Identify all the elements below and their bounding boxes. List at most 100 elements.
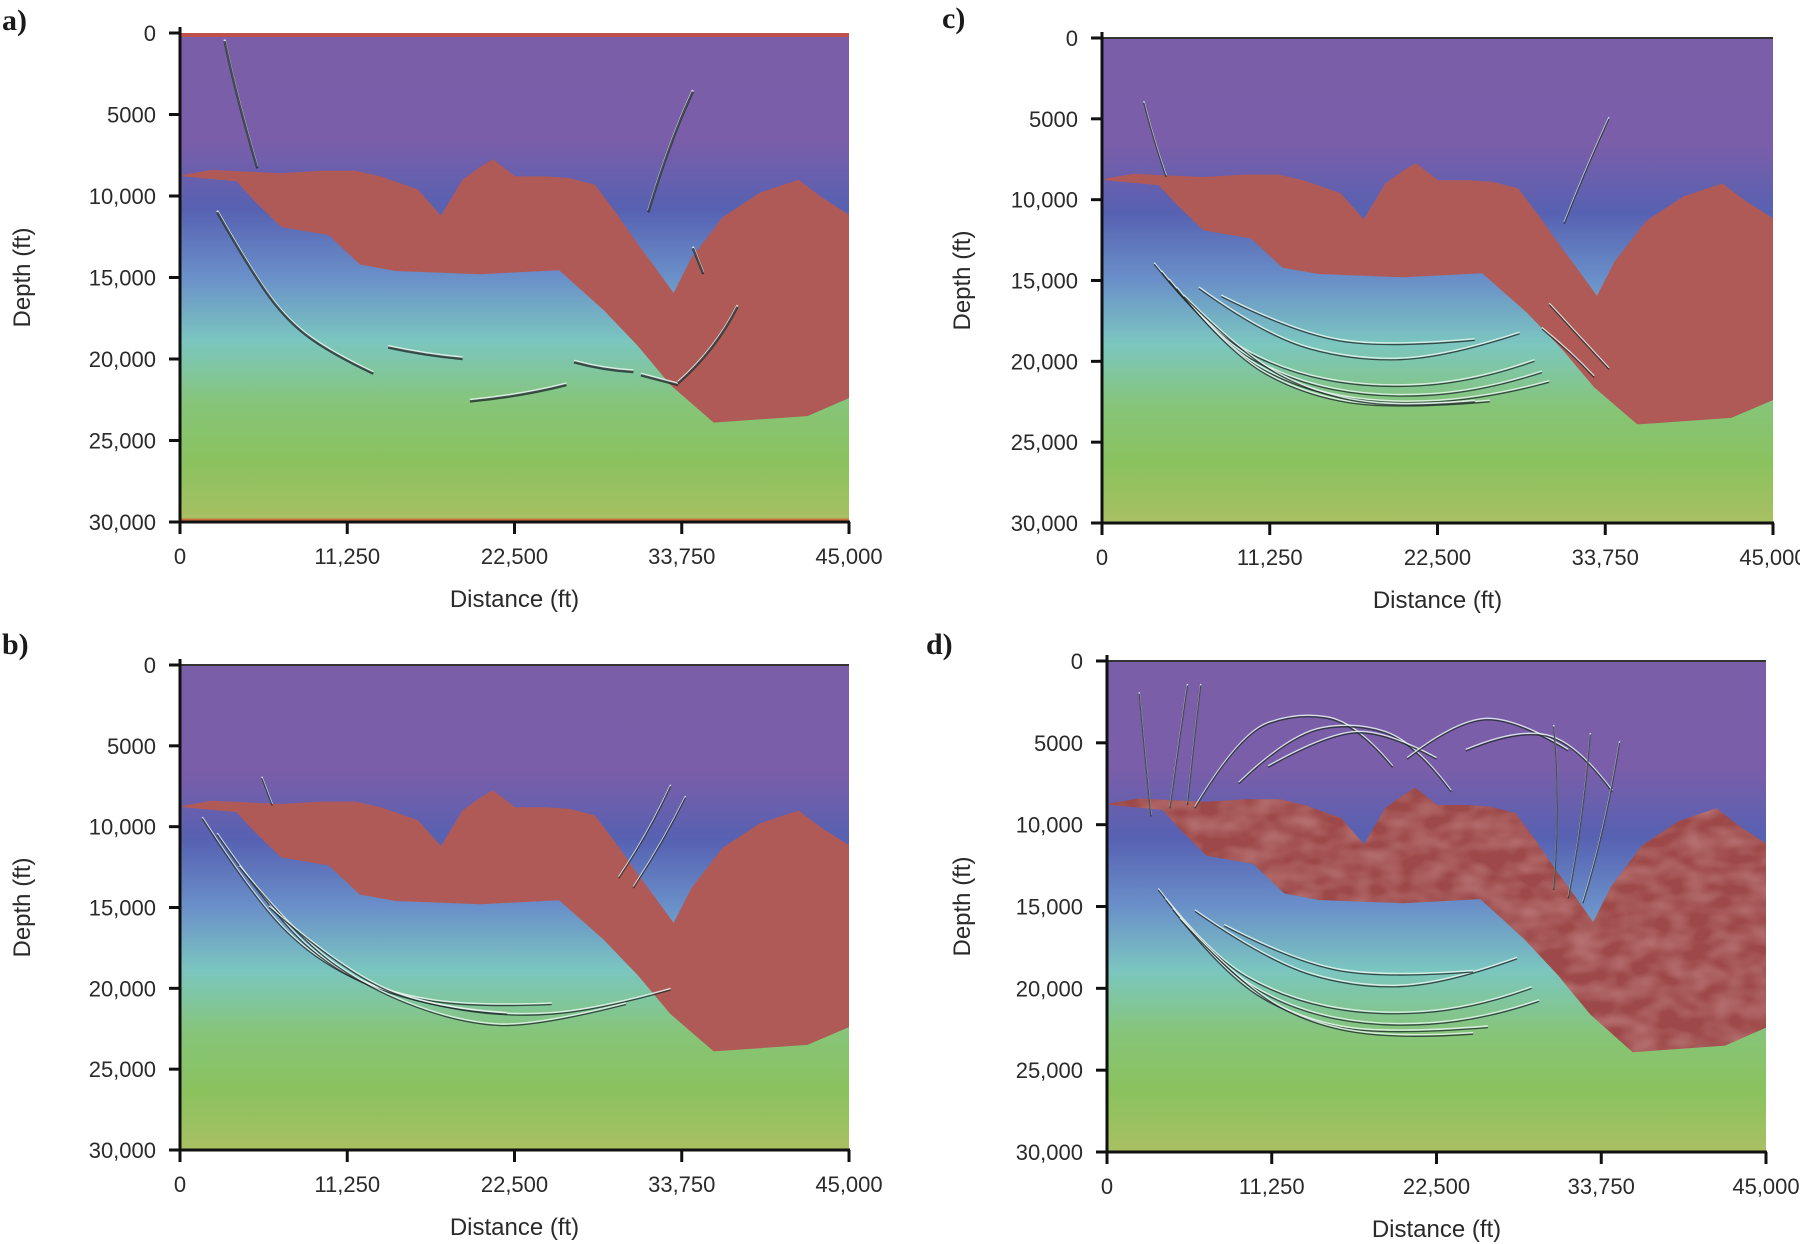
- reflector-highlight: [1548, 302, 1610, 369]
- reflector-highlight: [387, 344, 463, 359]
- x-tick-label: 0: [1101, 1174, 1113, 1199]
- y-tick-label: 15,000: [1011, 269, 1078, 294]
- reflector-event: [469, 383, 567, 403]
- reflectors: [1143, 100, 1610, 407]
- panel-label: c): [942, 2, 965, 35]
- reflector-event: [1194, 716, 1394, 809]
- y-tick-label: 25,000: [1011, 430, 1078, 455]
- reflectors: [201, 776, 687, 1027]
- reflector-highlight: [1541, 326, 1595, 377]
- reflector-event: [238, 866, 627, 1027]
- y-tick-label: 5000: [1034, 731, 1083, 756]
- reflector-highlight: [1223, 923, 1474, 975]
- y-tick-label: 25,000: [1016, 1058, 1083, 1083]
- reflector-event: [573, 361, 634, 374]
- x-tick-label: 11,250: [1239, 1174, 1305, 1199]
- salt-body: [183, 159, 849, 423]
- reflector-event: [1186, 685, 1202, 806]
- panel-a: a) 0 5000 10,000 15,000 20,000 25,000 30,000 0 1…: [2, 4, 883, 613]
- y-tick-label: 0: [1066, 26, 1078, 51]
- reflector-event: [1582, 742, 1621, 904]
- x-tick-label: 33,750: [1572, 545, 1639, 570]
- plot-area: [180, 33, 849, 522]
- reflector-event: [1143, 102, 1167, 178]
- y-tick-label: 5000: [1029, 107, 1078, 132]
- reflector-event: [216, 211, 374, 375]
- x-tick-label: 45,000: [815, 1172, 882, 1197]
- reflector-highlight: [469, 382, 567, 401]
- reflector-highlight: [1267, 730, 1437, 767]
- x-tick-label: 45,000: [1739, 545, 1800, 570]
- reflectors: [216, 39, 739, 403]
- reflector-event: [1238, 726, 1452, 793]
- x-tick-label: 11,250: [1237, 545, 1303, 570]
- x-tick-label: 22,500: [481, 544, 548, 569]
- y-tick-label: 10,000: [1016, 813, 1083, 838]
- x-axis-label: Distance (ft): [1373, 587, 1502, 614]
- x-tick-label: 45,000: [815, 544, 882, 569]
- y-tick-label: 15,000: [1016, 895, 1083, 920]
- reflector-event: [1465, 734, 1613, 793]
- reflector-event: [1553, 726, 1558, 891]
- x-tick-label: 22,500: [1403, 1174, 1470, 1199]
- x-tick-label: 33,750: [648, 1172, 715, 1197]
- x-axis-label: Distance (ft): [450, 586, 579, 613]
- salt-body: [1109, 787, 1766, 1053]
- y-tick-label: 15,000: [89, 266, 156, 291]
- y-tick-label: 0: [144, 21, 156, 46]
- y-axis-label: Depth (ft): [949, 856, 976, 956]
- reflector-event: [387, 346, 463, 361]
- y-tick-label: 20,000: [1011, 349, 1078, 374]
- y-tick-label: 10,000: [89, 815, 156, 840]
- reflector-highlight: [1194, 909, 1518, 986]
- plot-area: [1107, 661, 1766, 1152]
- reflector-event: [1194, 910, 1518, 988]
- reflector-highlight: [1198, 286, 1520, 359]
- y-tick-label: 30,000: [89, 510, 156, 535]
- reflector-highlight: [1153, 262, 1535, 386]
- y-tick-label: 0: [144, 653, 156, 678]
- reflector-highlight: [1220, 294, 1475, 344]
- reflector-highlight: [1183, 294, 1475, 405]
- reflector-event: [1183, 296, 1475, 406]
- reflector-event: [1567, 734, 1591, 899]
- x-tick-label: 0: [174, 1172, 186, 1197]
- panel-c: c) 0 5000 10,000 15,000 20,000 25,000 30,000 0 1…: [942, 2, 1800, 614]
- x-tick-label: 33,750: [648, 544, 715, 569]
- reflector-event: [1541, 328, 1595, 378]
- reflector-event: [1548, 304, 1610, 370]
- x-tick-label: 11,250: [314, 1172, 380, 1197]
- x-axis-label: Distance (ft): [1372, 1216, 1501, 1243]
- panel-b: b) 0 5000 10,000 15,000 20,000 25,000 30,000 0 1…: [2, 628, 883, 1241]
- reflector-event: [1169, 685, 1189, 809]
- y-tick-label: 20,000: [1016, 976, 1083, 1001]
- x-tick-label: 0: [1096, 545, 1108, 570]
- reflector-event: [1221, 296, 1475, 346]
- reflector-highlight: [1179, 917, 1474, 1036]
- x-tick-label: 22,500: [481, 1172, 548, 1197]
- reflector-event: [632, 797, 687, 889]
- x-axis-label: Distance (ft): [450, 1214, 579, 1241]
- reflector-highlight: [1172, 907, 1488, 1031]
- x-tick-label: 22,500: [1404, 545, 1471, 570]
- reflector-event: [223, 40, 259, 169]
- y-tick-label: 5000: [107, 734, 156, 759]
- panel-label: b): [2, 628, 29, 661]
- y-tick-label: 30,000: [1016, 1140, 1083, 1165]
- plot-area: [1102, 38, 1773, 523]
- y-tick-label: 5000: [107, 103, 156, 128]
- y-axis-label: Depth (ft): [949, 230, 976, 330]
- reflector-event: [1563, 118, 1610, 225]
- reflector-highlight: [573, 359, 634, 372]
- x-tick-label: 11,250: [314, 544, 380, 569]
- reflector-event: [1176, 288, 1490, 407]
- y-tick-label: 30,000: [89, 1138, 156, 1163]
- y-tick-label: 20,000: [89, 347, 156, 372]
- reflector-highlight: [1465, 732, 1613, 791]
- reflector-highlight: [640, 372, 679, 385]
- reflector-event: [1198, 288, 1520, 361]
- y-tick-label: 25,000: [89, 1057, 156, 1082]
- y-axis-label: Depth (ft): [9, 857, 36, 957]
- reflector-highlight: [268, 905, 508, 1014]
